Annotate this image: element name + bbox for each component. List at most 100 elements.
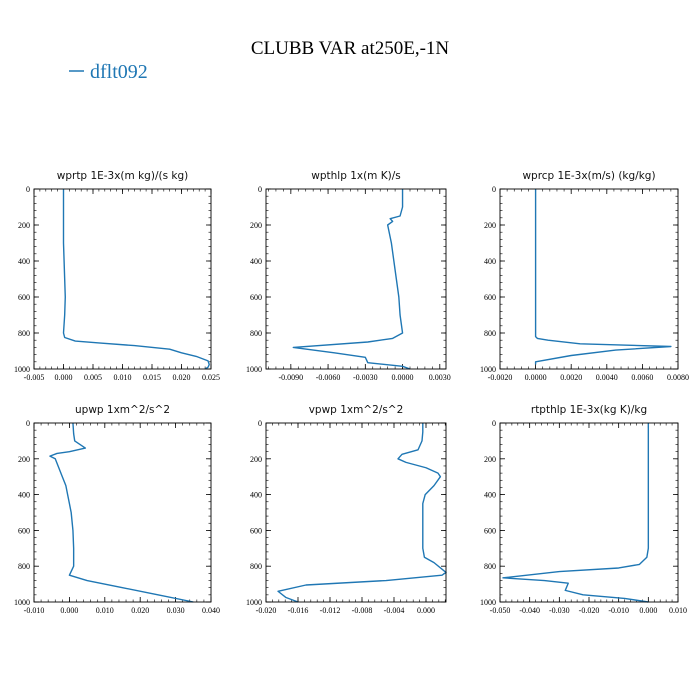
x-tick-label: 0.0000: [525, 373, 547, 382]
x-tick-label: 0.000: [639, 606, 657, 615]
plot-frame: [33, 422, 212, 603]
y-tick-label: 200: [484, 221, 496, 230]
panel-wprtp: wprtp 1E-3x(m kg)/(s kg) -0.005 0.000 0.005…: [14, 170, 220, 382]
y-tick-label: 200: [250, 221, 262, 230]
y-tick-label: 400: [250, 257, 262, 266]
x-tick-label: 0.0000: [392, 373, 414, 382]
y-tick-label: 800: [484, 562, 496, 571]
panel-title-upwp: upwp 1xm^2/s^2: [75, 404, 170, 416]
series-line-dflt092: [502, 423, 650, 603]
series-line-dflt092: [534, 189, 672, 365]
plot-frame: [499, 422, 679, 603]
figure-title: CLUBB VAR at250E,-1N: [251, 38, 450, 59]
y-tick-label: 0: [26, 185, 30, 194]
y-tick-label: 1000: [246, 365, 262, 374]
x-tick-label: -0.0020: [488, 373, 513, 382]
panels: wprtp 1E-3x(m kg)/(s kg) -0.005 0.000 0.005…: [14, 170, 689, 615]
plot-frame: [265, 422, 447, 603]
x-tick-label: 0.000: [417, 606, 435, 615]
y-tick-label: 0: [492, 419, 496, 428]
x-tick-label: -0.010: [24, 606, 45, 615]
x-tick-label: -0.016: [288, 606, 309, 615]
y-tick-label: 1000: [14, 365, 30, 374]
legend-label-dflt092: dflt092: [90, 61, 148, 83]
y-tick-label: 1000: [14, 598, 30, 607]
y-tick-label: 400: [18, 491, 30, 500]
x-tick-label: 0.000: [60, 606, 78, 615]
y-tick-label: 600: [484, 293, 496, 302]
x-tick-label: -0.008: [352, 606, 373, 615]
panel-wpthlp: wpthlp 1x(m K)/s -0.0090 -0.0060 -0.0030 0.0…: [246, 170, 451, 382]
y-tick-label: 800: [18, 329, 30, 338]
x-tick-label: 0.015: [143, 373, 161, 382]
y-tick-label: 600: [484, 526, 496, 535]
x-tick-label: -0.0090: [278, 373, 303, 382]
y-tick-label: 400: [484, 491, 496, 500]
panel-title-vpwp: vpwp 1xm^2/s^2: [309, 404, 404, 416]
x-tick-label: 0.010: [114, 373, 132, 382]
x-tick-label: -0.020: [256, 606, 277, 615]
x-tick-label: 0.030: [167, 606, 185, 615]
x-tick-label: 0.0020: [560, 373, 582, 382]
panel-title-wpthlp: wpthlp 1x(m K)/s: [311, 170, 401, 182]
y-tick-label: 600: [18, 293, 30, 302]
x-tick-label: -0.0060: [316, 373, 341, 382]
series-line-dflt092: [49, 422, 194, 603]
x-tick-label: -0.004: [384, 606, 405, 615]
legend: dflt092: [69, 61, 148, 83]
series-line-dflt092: [277, 423, 447, 603]
plot-frame: [33, 188, 212, 370]
y-tick-label: 1000: [480, 365, 496, 374]
x-tick-label: -0.0030: [353, 373, 378, 382]
series-line-dflt092: [292, 189, 411, 370]
x-tick-label: 0.020: [173, 373, 191, 382]
y-tick-label: 600: [250, 293, 262, 302]
x-tick-label: -0.020: [579, 606, 600, 615]
x-tick-label: -0.030: [549, 606, 570, 615]
x-tick-label: 0.005: [84, 373, 102, 382]
x-tick-label: -0.012: [320, 606, 341, 615]
y-tick-label: 200: [18, 455, 30, 464]
y-tick-label: 800: [250, 562, 262, 571]
series-line-dflt092: [62, 189, 210, 370]
x-tick-label: -0.005: [24, 373, 45, 382]
y-tick-label: 200: [484, 455, 496, 464]
plot-frame: [499, 188, 679, 370]
y-tick-label: 800: [18, 562, 30, 571]
y-tick-label: 0: [258, 419, 262, 428]
panel-vpwp: vpwp 1xm^2/s^2 -0.020 -0.016 -0.012 -0.008 -0…: [246, 404, 447, 615]
y-tick-label: 800: [484, 329, 496, 338]
y-tick-label: 200: [250, 455, 262, 464]
x-tick-label: -0.010: [608, 606, 629, 615]
panel-title-rtpthlp: rtpthlp 1E-3x(kg K)/kg: [531, 404, 647, 416]
panel-upwp: upwp 1xm^2/s^2 -0.010 0.000 0.010 0.020 0.030…: [14, 404, 220, 615]
y-tick-label: 600: [250, 526, 262, 535]
panel-title-wprtp: wprtp 1E-3x(m kg)/(s kg): [57, 170, 188, 182]
x-tick-label: 0.010: [669, 606, 687, 615]
x-tick-label: 0.010: [96, 606, 114, 615]
plot-frame: [265, 188, 447, 370]
x-tick-label: 0.025: [202, 373, 220, 382]
y-tick-label: 800: [250, 329, 262, 338]
x-tick-label: -0.040: [519, 606, 540, 615]
y-tick-label: 0: [492, 185, 496, 194]
y-tick-label: 200: [18, 221, 30, 230]
x-tick-label: 0.0040: [596, 373, 618, 382]
panel-wprcp: wprcp 1E-3x(m/s) (kg/kg) -0.0020 0.0000 0.0…: [480, 170, 689, 382]
x-tick-label: 0.020: [131, 606, 149, 615]
y-tick-label: 0: [258, 185, 262, 194]
y-tick-label: 600: [18, 526, 30, 535]
x-tick-label: 0.000: [55, 373, 73, 382]
y-tick-label: 1000: [480, 598, 496, 607]
y-tick-label: 1000: [246, 598, 262, 607]
y-tick-label: 400: [484, 257, 496, 266]
x-tick-label: -0.050: [490, 606, 511, 615]
panel-title-wprcp: wprcp 1E-3x(m/s) (kg/kg): [522, 170, 655, 182]
x-tick-label: 0.0060: [631, 373, 653, 382]
y-tick-label: 400: [250, 491, 262, 500]
x-tick-label: 0.0030: [429, 373, 451, 382]
x-tick-label: 0.040: [202, 606, 220, 615]
y-tick-label: 400: [18, 257, 30, 266]
